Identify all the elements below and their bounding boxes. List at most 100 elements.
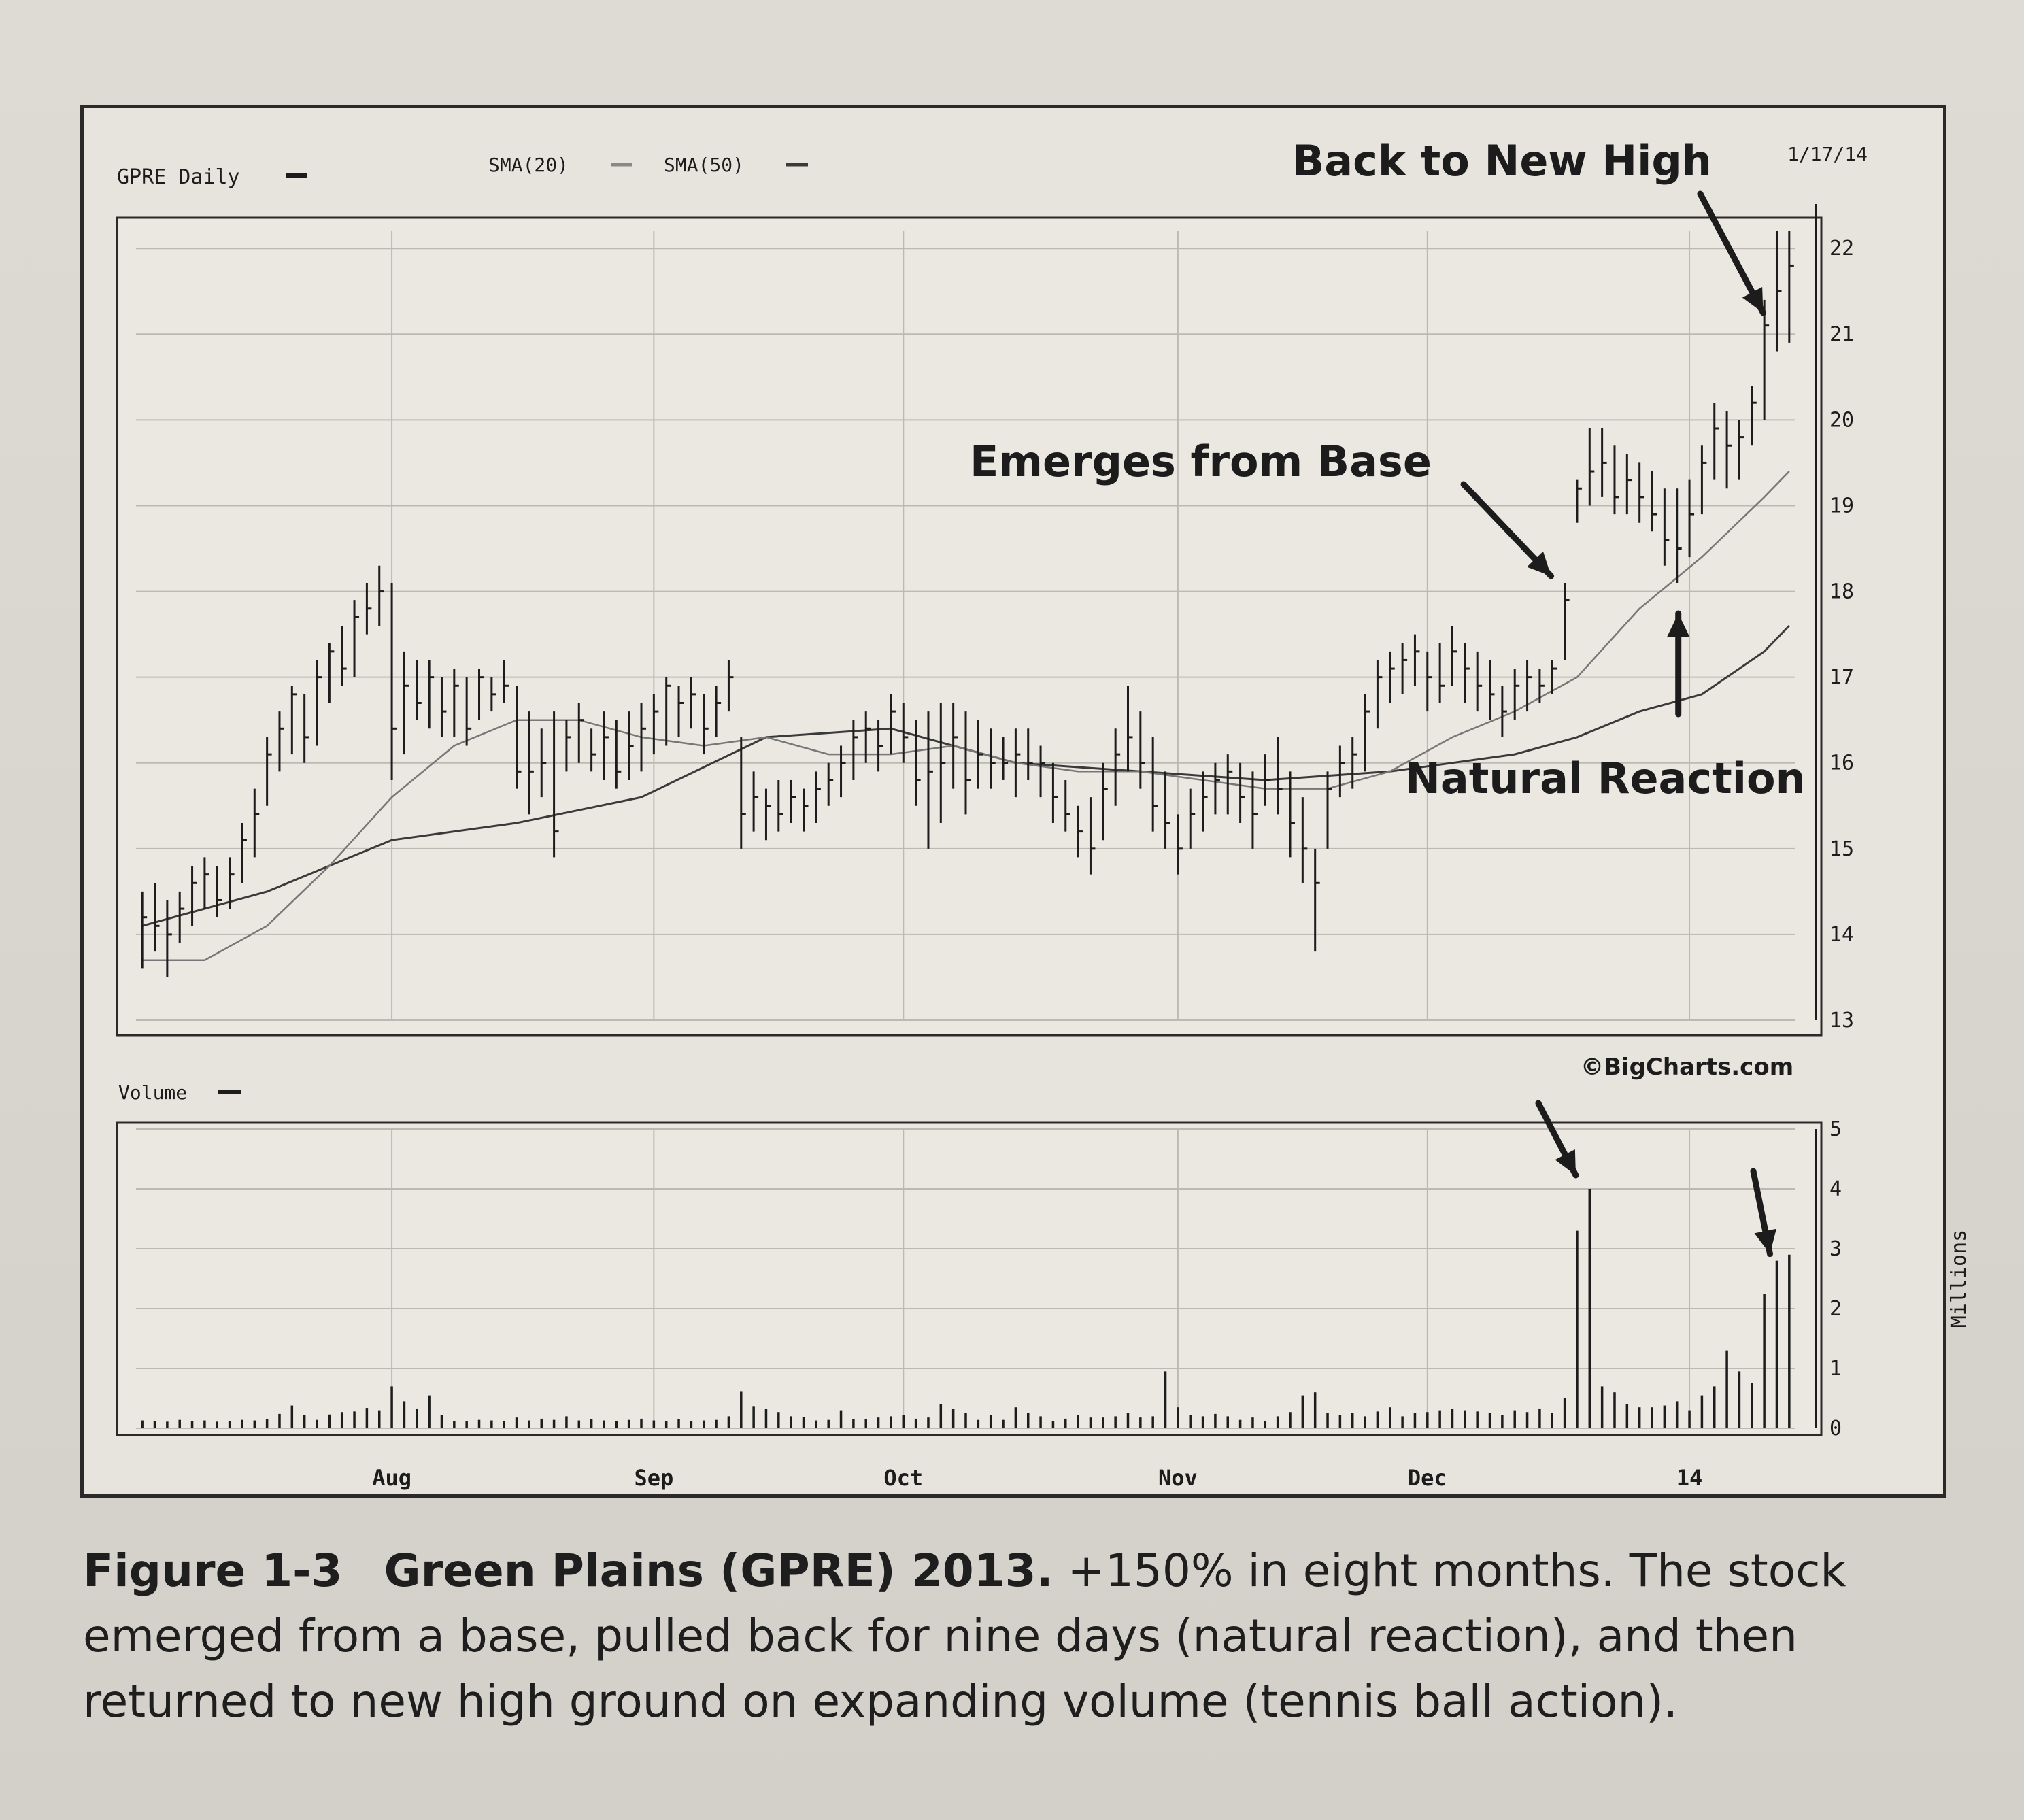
ohlc-bar — [1513, 669, 1520, 720]
volume-tick-label: 2 — [1829, 1297, 1842, 1321]
ohlc-bar — [416, 660, 422, 720]
annotation-arrows — [1460, 190, 1776, 1258]
ohlc-bar — [1301, 797, 1308, 883]
figure-caption: Figure 1-3 Green Plains (GPRE) 2013. +15… — [83, 1538, 1974, 1734]
ohlc-bar — [615, 720, 622, 789]
ohlc-bar — [1638, 462, 1644, 523]
ohlc-bar — [703, 694, 709, 755]
new-high-arrow — [1697, 190, 1766, 316]
ohlc-bar — [1089, 797, 1096, 875]
ohlc-bar — [278, 711, 284, 772]
ohlc-bar — [1725, 411, 1732, 489]
natural-reaction-arrow-head — [1667, 613, 1690, 637]
ohlc-bar — [266, 737, 272, 806]
ohlc-bar — [1114, 728, 1121, 806]
ohlc-bar — [1451, 626, 1457, 686]
symbol-label: GPRE Daily — [117, 165, 240, 189]
annotations: Back to New High Emerges from Base Natur… — [970, 136, 1806, 803]
ohlc-bar — [1613, 445, 1619, 515]
ohlc-bar — [603, 711, 609, 780]
ohlc-bar — [1601, 428, 1607, 497]
price-tick-label: 22 — [1829, 237, 1854, 260]
ohlc-bar — [1027, 728, 1033, 780]
annotation-back-to-new-high: Back to New High — [1292, 136, 1712, 186]
ohlc-bar — [1139, 711, 1145, 789]
price-tick-label: 19 — [1829, 494, 1854, 518]
annotation-emerges-from-base: Emerges from Base — [970, 437, 1432, 486]
volume-breakout-arrow — [1535, 1100, 1579, 1179]
ohlc-bar — [403, 651, 409, 755]
ohlc-bar — [1326, 771, 1333, 849]
ohlc-bar — [229, 857, 235, 909]
ohlc-bar — [390, 582, 397, 780]
ohlc-bar — [628, 711, 634, 780]
ohlc-bar — [1501, 686, 1507, 737]
ohlc-bar — [328, 643, 335, 703]
ohlc-bar — [1576, 479, 1582, 523]
price-tick-label: 21 — [1829, 322, 1854, 346]
price-panel — [116, 216, 1823, 1037]
ohlc-bar — [1351, 737, 1357, 789]
ohlc-bar — [1126, 686, 1133, 772]
ohlc-bar — [1676, 488, 1682, 583]
ohlc-bar — [715, 686, 722, 737]
ohlc-bar — [1588, 428, 1595, 506]
ohlc-bar — [316, 660, 322, 746]
ohlc-bar — [852, 720, 858, 780]
volume-new-high-arrow — [1750, 1168, 1776, 1258]
volume-breakout-arrow-head — [1555, 1149, 1576, 1175]
ohlc-bar — [191, 866, 197, 926]
ohlc-bar — [365, 582, 372, 635]
ohlc-bar — [777, 779, 783, 832]
ohlc-bar — [1564, 582, 1570, 660]
ohlc-bar — [1189, 788, 1196, 849]
ohlc-bar — [1700, 445, 1707, 515]
ohlc-bar — [178, 891, 185, 943]
price-tick-label: 17 — [1829, 666, 1854, 690]
ohlc-bar — [652, 694, 659, 755]
ohlc-bar — [1401, 643, 1408, 694]
ohlc-bar — [927, 711, 933, 849]
volume-new-high-arrow-head — [1754, 1228, 1776, 1254]
volume-label: Volume — [118, 1081, 187, 1104]
ohlc-bar — [727, 660, 734, 712]
date-tick-label: 14 — [1676, 1465, 1703, 1491]
ohlc-bar — [864, 711, 871, 763]
ohlc-bar — [1226, 754, 1233, 815]
ohlc-bar — [1376, 660, 1383, 729]
ohlc-bar — [1151, 737, 1158, 832]
ohlc-bar — [752, 771, 759, 832]
ohlc-bar — [154, 883, 160, 952]
ohlc-bar — [1389, 651, 1395, 703]
ohlc-bar — [1051, 762, 1058, 823]
ohlc-bar — [1625, 454, 1632, 515]
ohlc-bar — [1438, 643, 1445, 703]
ohlc-bar — [690, 677, 696, 729]
volume-tick-label: 0 — [1829, 1417, 1842, 1440]
volume-unit-label: Millions — [1947, 1230, 1971, 1328]
ohlc-bar — [1688, 479, 1695, 558]
ohlc-bar — [1651, 471, 1657, 532]
ohlc-bar — [1713, 403, 1719, 480]
ohlc-bar — [1314, 848, 1320, 952]
ohlc-bar — [353, 600, 360, 677]
caption-label: Figure 1-3 — [83, 1545, 343, 1597]
price-tick-label: 18 — [1829, 580, 1854, 604]
stock-chart: 13 14 15 16 17 18 19 20 21 22 0 1 2 3 4 5 Aug Sep Oct Nov… — [116, 136, 1971, 1491]
ohlc-bar — [1738, 420, 1744, 480]
ohlc-bar — [1413, 634, 1420, 686]
ohlc-bar — [1289, 771, 1295, 858]
ohlc-bar — [440, 677, 447, 737]
ohlc-bar — [478, 669, 484, 720]
caption-text: +150% in eight months. The stock emerged… — [83, 1545, 1846, 1728]
ohlc-bar — [1102, 762, 1108, 841]
ohlc-bar — [166, 900, 172, 977]
ohlc-bar — [428, 660, 435, 729]
ohlc-bar — [1202, 771, 1208, 832]
ohlc-bar — [1775, 231, 1782, 352]
ohlc-bar — [241, 823, 247, 883]
ohlc-bar — [1002, 737, 1009, 780]
ohlc-bar — [764, 788, 771, 841]
ohlc-bar — [1538, 669, 1545, 703]
ohlc-bar — [590, 728, 596, 772]
